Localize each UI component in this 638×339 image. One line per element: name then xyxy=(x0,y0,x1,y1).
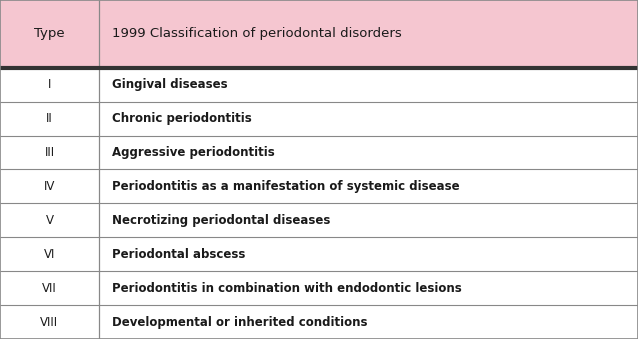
Text: II: II xyxy=(46,112,53,125)
Text: V: V xyxy=(45,214,54,227)
Bar xyxy=(0,203,638,237)
Bar xyxy=(0,68,638,102)
Text: Type: Type xyxy=(34,27,65,40)
Text: IV: IV xyxy=(44,180,55,193)
Text: VIII: VIII xyxy=(40,316,59,328)
Text: Periodontitis as a manifestation of systemic disease: Periodontitis as a manifestation of syst… xyxy=(112,180,459,193)
Text: VII: VII xyxy=(42,282,57,295)
Text: Periodontal abscess: Periodontal abscess xyxy=(112,248,245,261)
Bar xyxy=(0,136,638,170)
Bar xyxy=(0,305,638,339)
Bar xyxy=(0,170,638,203)
Text: VI: VI xyxy=(44,248,55,261)
Text: Periodontitis in combination with endodontic lesions: Periodontitis in combination with endodo… xyxy=(112,282,461,295)
Bar xyxy=(0,0,638,68)
Bar xyxy=(0,237,638,271)
Text: III: III xyxy=(45,146,54,159)
Text: Developmental or inherited conditions: Developmental or inherited conditions xyxy=(112,316,367,328)
Text: Necrotizing periodontal diseases: Necrotizing periodontal diseases xyxy=(112,214,330,227)
Text: 1999 Classification of periodontal disorders: 1999 Classification of periodontal disor… xyxy=(112,27,401,40)
Text: Chronic periodontitis: Chronic periodontitis xyxy=(112,112,251,125)
Text: Aggressive periodontitis: Aggressive periodontitis xyxy=(112,146,274,159)
Text: Gingival diseases: Gingival diseases xyxy=(112,78,227,91)
Bar xyxy=(0,102,638,136)
Text: I: I xyxy=(48,78,51,91)
Bar xyxy=(0,271,638,305)
